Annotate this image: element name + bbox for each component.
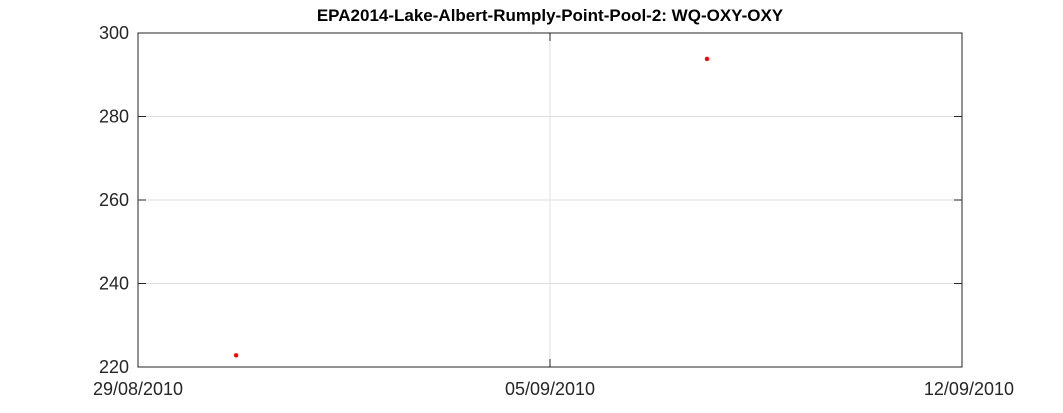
y-tick-label: 300 [99,23,129,43]
data-point [704,56,710,62]
y-tick-label: 240 [99,274,129,294]
x-tick-label: 29/08/2010 [93,379,183,399]
y-tick-label: 220 [99,357,129,377]
x-tick-label: 12/09/2010 [924,379,1014,399]
plot-frame [137,32,963,368]
tick-labels: 220 240 260 280 300 29/08/2010 05/09/2010 12/09… [93,23,1014,399]
data-points [233,56,710,358]
chart-title: EPA2014-Lake-Albert-Rumply-Point-Pool-2:… [316,6,784,25]
data-point [233,353,239,358]
x-tick-label: 05/09/2010 [505,379,595,399]
y-tick-label: 280 [99,107,129,127]
y-tick-label: 260 [99,190,129,210]
